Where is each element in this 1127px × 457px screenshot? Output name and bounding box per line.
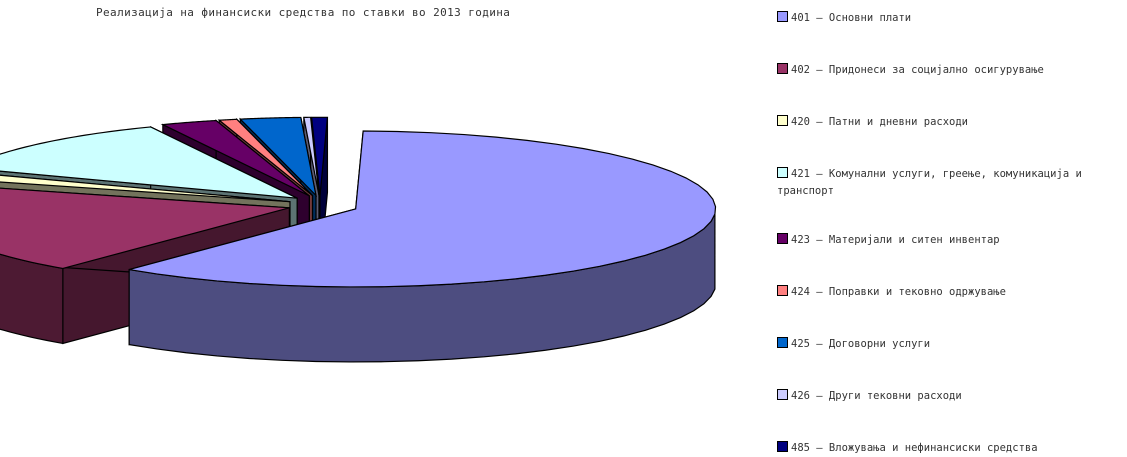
legend-label: 425 – Договорни услуги xyxy=(791,338,931,350)
legend-item: 420 – Патни и дневни расходи xyxy=(777,114,968,131)
pie-slice-top xyxy=(303,116,320,196)
chart-title: Реализација на финансиски средства по ст… xyxy=(96,6,511,19)
legend-swatch xyxy=(777,337,788,348)
pie-slice-top xyxy=(0,174,291,203)
legend-swatch xyxy=(777,233,788,244)
legend-item: 402 – Придонеси за социјално осигурување xyxy=(777,62,1044,79)
pie-slice-top xyxy=(217,118,313,197)
legend-label: 423 – Материјали и ситен инвентар xyxy=(791,234,1000,246)
pie-slice-side xyxy=(0,253,64,345)
legend-swatch xyxy=(777,441,788,452)
legend-swatch xyxy=(777,389,788,400)
legend-label: 421 – Комунални услуги, греење, комуника… xyxy=(777,168,1082,197)
legend-item: 425 – Договорни услуги xyxy=(777,336,930,353)
pie-slice-top xyxy=(0,126,298,199)
legend-label: 426 – Други тековни расходи xyxy=(791,390,962,402)
legend-item: 426 – Други тековни расходи xyxy=(777,388,962,405)
pie-slice-top xyxy=(238,116,317,198)
legend-item: 421 – Комунални услуги, греење, комуника… xyxy=(777,166,1127,200)
legend-item: 485 – Вложувања и нефинансиски средства xyxy=(777,440,1038,457)
pie-slice-top xyxy=(160,119,310,197)
legend-item: 424 – Поправки и тековно одржување xyxy=(777,284,1006,301)
pie-chart xyxy=(0,116,717,363)
pie-slice-top xyxy=(129,130,717,288)
legend-label: 402 – Придонеси за социјално осигурување xyxy=(791,64,1044,76)
legend-label: 401 – Основни плати xyxy=(791,12,912,24)
legend-swatch xyxy=(777,11,788,22)
legend-swatch xyxy=(777,63,788,74)
pie-slice-401 xyxy=(128,130,717,363)
legend-item: 401 – Основни плати xyxy=(777,10,911,27)
pie-slice-top xyxy=(310,116,329,196)
legend-item: 423 – Материјали и ситен инвентар xyxy=(777,232,1000,249)
pie-slice-top xyxy=(0,187,290,270)
legend-label: 424 – Поправки и тековно одржување xyxy=(791,286,1006,298)
legend-swatch xyxy=(777,115,788,126)
legend-swatch xyxy=(777,285,788,296)
legend-label: 420 – Патни и дневни расходи xyxy=(791,116,969,128)
legend-swatch xyxy=(777,167,788,178)
